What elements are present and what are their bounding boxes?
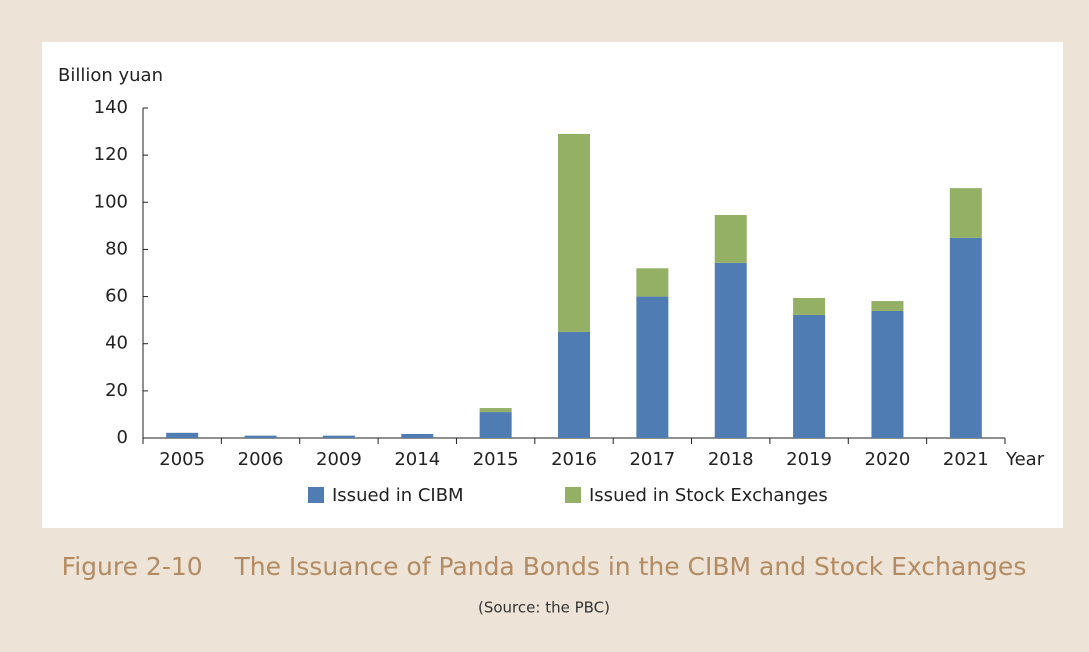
bar-segment	[558, 133, 590, 332]
x-tick-label: 2016	[551, 449, 597, 470]
y-tick-label: 80	[105, 238, 128, 259]
bar-segment	[401, 433, 434, 438]
bar-segment	[636, 296, 669, 438]
legend-label: Issued in CIBM	[332, 485, 464, 506]
y-tick-label: 60	[105, 286, 128, 307]
x-tick-label: 2005	[159, 449, 205, 470]
y-tick-label: 20	[105, 380, 128, 401]
bar-segment	[871, 301, 904, 311]
y-tick-label: 140	[94, 97, 128, 118]
legend-swatch	[308, 487, 324, 503]
y-tick-label: 40	[105, 333, 128, 354]
bar-segment	[714, 262, 747, 438]
chart-panel	[42, 42, 1063, 528]
bar-segment	[949, 237, 982, 438]
bar-segment	[166, 432, 199, 438]
bar-segment	[322, 435, 355, 438]
x-tick-label: 2006	[238, 449, 284, 470]
bar-segment	[949, 188, 982, 238]
y-axis-label: Billion yuan	[58, 65, 163, 86]
y-tick-label: 100	[94, 191, 128, 212]
bar-segment	[714, 215, 747, 263]
bar-segment	[871, 310, 904, 438]
x-tick-label: 2021	[943, 449, 989, 470]
y-tick-label: 120	[94, 144, 128, 165]
source-note: (Source: the PBC)	[478, 599, 610, 617]
bar-segment	[479, 412, 512, 438]
legend-swatch	[565, 487, 581, 503]
x-tick-label: 2017	[629, 449, 675, 470]
x-tick-label: 2015	[473, 449, 519, 470]
x-tick-label: 2018	[708, 449, 754, 470]
bar-segment	[244, 435, 277, 438]
x-tick-label: 2009	[316, 449, 362, 470]
x-tick-label: 2019	[786, 449, 832, 470]
bar-segment	[793, 314, 826, 438]
y-tick-label: 0	[117, 427, 128, 448]
bar-segment	[793, 297, 826, 315]
x-axis-label: Year	[1005, 449, 1045, 470]
bar-segment	[636, 268, 669, 297]
legend-label: Issued in Stock Exchanges	[589, 485, 828, 506]
bar-segment	[558, 331, 590, 438]
chart-title: Figure 2-10 The Issuance of Panda Bonds …	[62, 552, 1027, 581]
bar-segment	[479, 408, 512, 413]
x-tick-label: 2014	[394, 449, 440, 470]
x-tick-label: 2020	[865, 449, 911, 470]
